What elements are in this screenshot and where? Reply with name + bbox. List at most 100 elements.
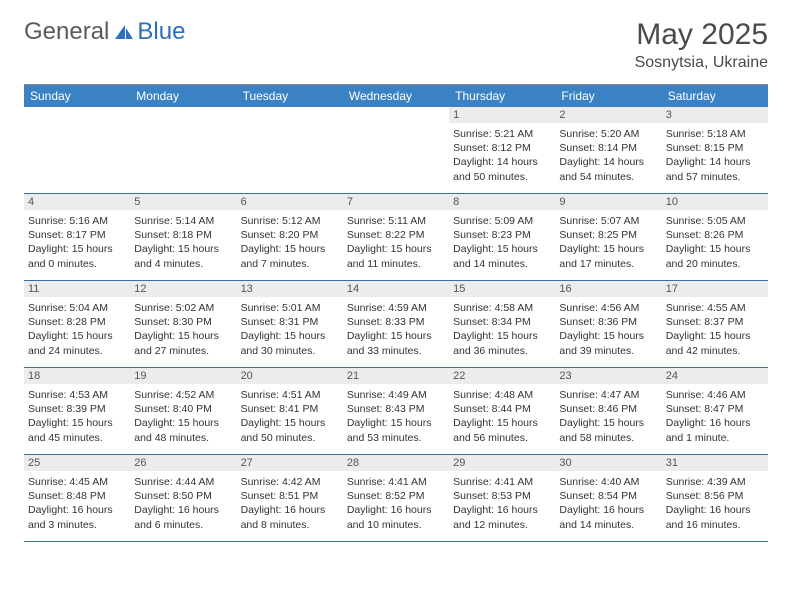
daylight2-text: and 30 minutes. bbox=[241, 344, 339, 358]
sunset-text: Sunset: 8:15 PM bbox=[666, 141, 764, 155]
daylight2-text: and 48 minutes. bbox=[134, 431, 232, 445]
day-header: Thursday bbox=[449, 85, 555, 107]
logo-text-blue: Blue bbox=[137, 18, 185, 46]
daylight2-text: and 1 minute. bbox=[666, 431, 764, 445]
sunset-text: Sunset: 8:40 PM bbox=[134, 402, 232, 416]
day-number: 23 bbox=[555, 368, 661, 384]
sunset-text: Sunset: 8:50 PM bbox=[134, 489, 232, 503]
day-header: Wednesday bbox=[343, 85, 449, 107]
title-block: May 2025 Sosnytsia, Ukraine bbox=[635, 18, 768, 72]
daylight2-text: and 14 minutes. bbox=[559, 518, 657, 532]
day-number: 27 bbox=[237, 455, 343, 471]
day-header: Sunday bbox=[24, 85, 130, 107]
daylight2-text: and 16 minutes. bbox=[666, 518, 764, 532]
sunset-text: Sunset: 8:31 PM bbox=[241, 315, 339, 329]
daylight1-text: Daylight: 15 hours bbox=[28, 416, 126, 430]
daylight1-text: Daylight: 15 hours bbox=[134, 329, 232, 343]
sunset-text: Sunset: 8:41 PM bbox=[241, 402, 339, 416]
day-number: 8 bbox=[449, 194, 555, 210]
sunrise-text: Sunrise: 5:11 AM bbox=[347, 214, 445, 228]
sunset-text: Sunset: 8:34 PM bbox=[453, 315, 551, 329]
day-number: 28 bbox=[343, 455, 449, 471]
day-header: Saturday bbox=[662, 85, 768, 107]
logo: General Blue bbox=[24, 18, 185, 46]
calendar-cell: 22Sunrise: 4:48 AMSunset: 8:44 PMDayligh… bbox=[449, 368, 555, 454]
calendar-cell: 12Sunrise: 5:02 AMSunset: 8:30 PMDayligh… bbox=[130, 281, 236, 367]
daylight2-text: and 56 minutes. bbox=[453, 431, 551, 445]
calendar-cell: 16Sunrise: 4:56 AMSunset: 8:36 PMDayligh… bbox=[555, 281, 661, 367]
header: General Blue May 2025 Sosnytsia, Ukraine bbox=[24, 18, 768, 72]
sunrise-text: Sunrise: 4:44 AM bbox=[134, 475, 232, 489]
calendar-cell: 1Sunrise: 5:21 AMSunset: 8:12 PMDaylight… bbox=[449, 107, 555, 193]
day-number: 31 bbox=[662, 455, 768, 471]
week-row: 4Sunrise: 5:16 AMSunset: 8:17 PMDaylight… bbox=[24, 194, 768, 281]
daylight2-text: and 0 minutes. bbox=[28, 257, 126, 271]
daylight2-text: and 33 minutes. bbox=[347, 344, 445, 358]
calendar-cell: 23Sunrise: 4:47 AMSunset: 8:46 PMDayligh… bbox=[555, 368, 661, 454]
day-number: 9 bbox=[555, 194, 661, 210]
daylight1-text: Daylight: 14 hours bbox=[559, 155, 657, 169]
sunrise-text: Sunrise: 4:46 AM bbox=[666, 388, 764, 402]
daylight2-text: and 45 minutes. bbox=[28, 431, 126, 445]
week-row: 25Sunrise: 4:45 AMSunset: 8:48 PMDayligh… bbox=[24, 455, 768, 542]
daylight2-text: and 50 minutes. bbox=[241, 431, 339, 445]
sunset-text: Sunset: 8:33 PM bbox=[347, 315, 445, 329]
daylight1-text: Daylight: 15 hours bbox=[347, 329, 445, 343]
sunset-text: Sunset: 8:37 PM bbox=[666, 315, 764, 329]
daylight1-text: Daylight: 15 hours bbox=[241, 242, 339, 256]
sunset-text: Sunset: 8:36 PM bbox=[559, 315, 657, 329]
day-header: Friday bbox=[555, 85, 661, 107]
daylight2-text: and 20 minutes. bbox=[666, 257, 764, 271]
sunset-text: Sunset: 8:56 PM bbox=[666, 489, 764, 503]
sunset-text: Sunset: 8:47 PM bbox=[666, 402, 764, 416]
daylight2-text: and 11 minutes. bbox=[347, 257, 445, 271]
sunset-text: Sunset: 8:39 PM bbox=[28, 402, 126, 416]
sunset-text: Sunset: 8:25 PM bbox=[559, 228, 657, 242]
sunrise-text: Sunrise: 4:40 AM bbox=[559, 475, 657, 489]
calendar-cell: 4Sunrise: 5:16 AMSunset: 8:17 PMDaylight… bbox=[24, 194, 130, 280]
sunset-text: Sunset: 8:48 PM bbox=[28, 489, 126, 503]
daylight1-text: Daylight: 15 hours bbox=[559, 416, 657, 430]
daylight2-text: and 39 minutes. bbox=[559, 344, 657, 358]
calendar-cell: 26Sunrise: 4:44 AMSunset: 8:50 PMDayligh… bbox=[130, 455, 236, 541]
day-number: 25 bbox=[24, 455, 130, 471]
calendar-cell: 24Sunrise: 4:46 AMSunset: 8:47 PMDayligh… bbox=[662, 368, 768, 454]
calendar-cell bbox=[237, 107, 343, 193]
calendar-cell: 11Sunrise: 5:04 AMSunset: 8:28 PMDayligh… bbox=[24, 281, 130, 367]
daylight1-text: Daylight: 16 hours bbox=[241, 503, 339, 517]
daylight1-text: Daylight: 16 hours bbox=[347, 503, 445, 517]
daylight1-text: Daylight: 16 hours bbox=[559, 503, 657, 517]
sunset-text: Sunset: 8:23 PM bbox=[453, 228, 551, 242]
sunrise-text: Sunrise: 4:53 AM bbox=[28, 388, 126, 402]
sunrise-text: Sunrise: 5:18 AM bbox=[666, 127, 764, 141]
daylight1-text: Daylight: 15 hours bbox=[28, 242, 126, 256]
day-number: 29 bbox=[449, 455, 555, 471]
daylight2-text: and 7 minutes. bbox=[241, 257, 339, 271]
sunset-text: Sunset: 8:52 PM bbox=[347, 489, 445, 503]
location: Sosnytsia, Ukraine bbox=[635, 54, 768, 72]
sunrise-text: Sunrise: 5:21 AM bbox=[453, 127, 551, 141]
calendar-cell: 13Sunrise: 5:01 AMSunset: 8:31 PMDayligh… bbox=[237, 281, 343, 367]
sunrise-text: Sunrise: 5:04 AM bbox=[28, 301, 126, 315]
sunset-text: Sunset: 8:28 PM bbox=[28, 315, 126, 329]
day-header-row: SundayMondayTuesdayWednesdayThursdayFrid… bbox=[24, 85, 768, 107]
sunrise-text: Sunrise: 4:56 AM bbox=[559, 301, 657, 315]
day-number: 3 bbox=[662, 107, 768, 123]
day-number: 30 bbox=[555, 455, 661, 471]
calendar-cell: 2Sunrise: 5:20 AMSunset: 8:14 PMDaylight… bbox=[555, 107, 661, 193]
calendar-cell: 27Sunrise: 4:42 AMSunset: 8:51 PMDayligh… bbox=[237, 455, 343, 541]
week-row: 11Sunrise: 5:04 AMSunset: 8:28 PMDayligh… bbox=[24, 281, 768, 368]
daylight1-text: Daylight: 15 hours bbox=[453, 329, 551, 343]
logo-text-general: General bbox=[24, 18, 109, 46]
daylight1-text: Daylight: 15 hours bbox=[347, 242, 445, 256]
sunrise-text: Sunrise: 4:39 AM bbox=[666, 475, 764, 489]
calendar-cell: 19Sunrise: 4:52 AMSunset: 8:40 PMDayligh… bbox=[130, 368, 236, 454]
daylight2-text: and 54 minutes. bbox=[559, 170, 657, 184]
sunrise-text: Sunrise: 5:05 AM bbox=[666, 214, 764, 228]
daylight1-text: Daylight: 15 hours bbox=[134, 416, 232, 430]
daylight1-text: Daylight: 15 hours bbox=[559, 329, 657, 343]
sunset-text: Sunset: 8:12 PM bbox=[453, 141, 551, 155]
daylight2-text: and 10 minutes. bbox=[347, 518, 445, 532]
daylight2-text: and 36 minutes. bbox=[453, 344, 551, 358]
daylight1-text: Daylight: 16 hours bbox=[28, 503, 126, 517]
